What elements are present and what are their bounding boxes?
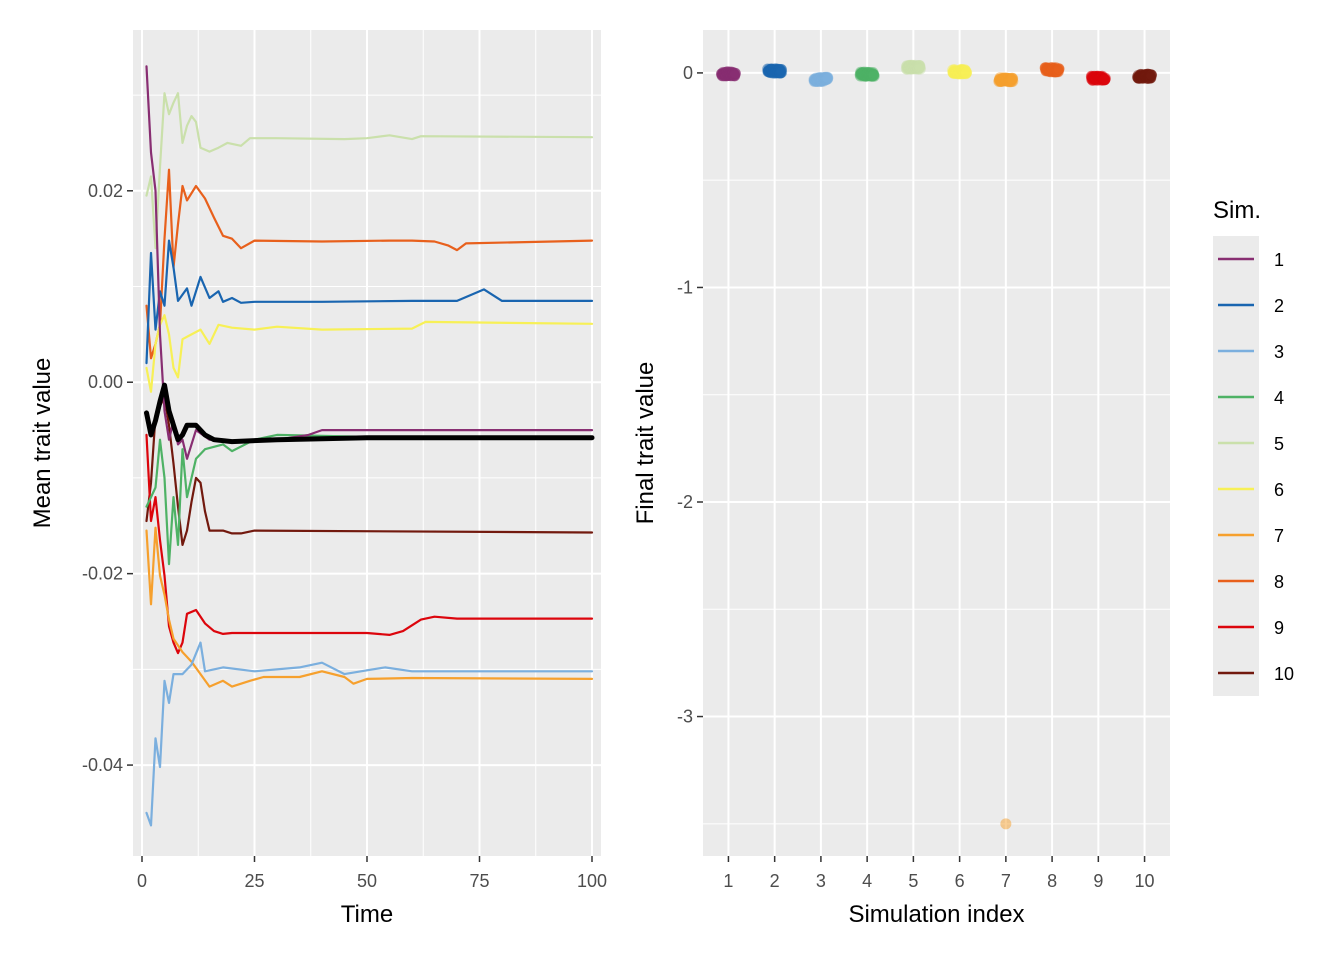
- point-cluster-2: [762, 63, 788, 79]
- left-x-tick-label: 100: [577, 871, 607, 891]
- scatter-point: [729, 67, 741, 79]
- right-x-tick-label: 10: [1135, 871, 1155, 891]
- legend-title: Sim.: [1213, 197, 1261, 224]
- legend-label-8: 8: [1274, 572, 1284, 592]
- right-gridlines: [703, 30, 1170, 856]
- right-x-tick-labels: 1 2 3 4 5 6 7 8 9 10: [723, 856, 1155, 891]
- left-x-tick-label: 50: [357, 871, 377, 891]
- point-cluster-1: [716, 66, 741, 82]
- left-series-lines: [144, 65, 595, 827]
- scatter-point: [1053, 63, 1065, 75]
- series-line-7: [145, 526, 594, 688]
- scatter-point: [1146, 69, 1157, 81]
- right-x-tick-label: 3: [816, 871, 826, 891]
- right-x-tick-label: 7: [1001, 871, 1011, 891]
- right-x-axis-title: Simulation index: [848, 901, 1024, 928]
- right-y-tick-label: -1: [677, 277, 693, 297]
- scatter-point: [961, 66, 973, 78]
- right-x-tick-label: 2: [770, 871, 780, 891]
- point-cluster-4: [854, 66, 880, 82]
- mean-trait-panel: -0.04 -0.02 0.00 0.02 0 25 50 75 100 Time Mean …: [29, 30, 607, 928]
- scatter-point: [822, 72, 834, 84]
- left-y-tick-labels: -0.04 -0.02 0.00 0.02: [82, 181, 133, 775]
- right-y-tick-label: -3: [677, 707, 693, 727]
- point-cluster-6: [947, 64, 973, 80]
- series-line-6: [145, 314, 594, 393]
- legend-label-5: 5: [1274, 434, 1284, 454]
- left-x-tick-label: 0: [137, 871, 147, 891]
- right-y-tick-labels: -3 -2 -1 0: [677, 63, 703, 727]
- right-plot-background: [703, 30, 1170, 856]
- left-y-tick-label: -0.02: [82, 564, 123, 584]
- point-cluster-10: [1132, 68, 1157, 84]
- left-x-tick-label: 75: [469, 871, 489, 891]
- legend-label-4: 4: [1274, 388, 1284, 408]
- scatter-point: [1099, 72, 1111, 84]
- left-y-tick-label: -0.04: [82, 755, 123, 775]
- right-x-tick-label: 9: [1093, 871, 1103, 891]
- left-y-tick-label: 0.02: [88, 181, 123, 201]
- point-cluster-7: [993, 72, 1019, 88]
- right-x-tick-label: 5: [908, 871, 918, 891]
- right-x-tick-label: 4: [862, 871, 872, 891]
- series-line-3: [145, 641, 594, 827]
- point-cluster-5: [900, 59, 926, 75]
- legend-label-7: 7: [1274, 526, 1284, 546]
- legend: Sim. 1 2 3 4 5 6 7 8 9 10: [1213, 197, 1294, 696]
- legend-label-3: 3: [1274, 342, 1284, 362]
- right-y-tick-label: 0: [683, 63, 693, 83]
- mean-series-line: [144, 382, 595, 445]
- legend-label-2: 2: [1274, 296, 1284, 316]
- legend-label-9: 9: [1274, 618, 1284, 638]
- left-x-tick-label: 25: [244, 871, 264, 891]
- scatter-point: [1007, 75, 1019, 87]
- right-x-tick-label: 6: [955, 871, 965, 891]
- scatter-point: [776, 67, 788, 78]
- series-line-1: [145, 65, 594, 460]
- legend-entries: 1 2 3 4 5 6 7 8 9 10: [1218, 250, 1294, 684]
- legend-label-6: 6: [1274, 480, 1284, 500]
- point-cluster-9: [1085, 70, 1111, 86]
- left-y-tick-label: 0.00: [88, 372, 123, 392]
- outlier-point: [1000, 818, 1012, 830]
- final-trait-panel: -3 -2 -1 0 1 2 3 4 5 6 7 8 9 10 Simulation index Fin…: [632, 30, 1170, 928]
- left-x-axis-title: Time: [341, 901, 393, 928]
- left-y-axis-title: Mean trait value: [29, 358, 56, 529]
- series-line-2: [145, 239, 594, 365]
- point-cluster-3: [808, 71, 834, 87]
- right-scatter-points: [716, 59, 1157, 830]
- right-y-tick-label: -2: [677, 492, 693, 512]
- scatter-point: [868, 70, 880, 82]
- series-line-5: [145, 92, 594, 250]
- series-line-9: [145, 433, 594, 655]
- point-cluster-8: [1039, 62, 1065, 78]
- scatter-point: [914, 63, 926, 75]
- legend-key-background: [1213, 236, 1259, 696]
- legend-label-10: 10: [1274, 664, 1294, 684]
- right-x-tick-label: 8: [1047, 871, 1057, 891]
- right-x-tick-label: 1: [723, 871, 733, 891]
- left-x-tick-labels: 0 25 50 75 100: [137, 856, 607, 891]
- series-line-8: [145, 168, 594, 360]
- legend-label-1: 1: [1274, 250, 1284, 270]
- right-y-axis-title: Final trait value: [632, 362, 659, 525]
